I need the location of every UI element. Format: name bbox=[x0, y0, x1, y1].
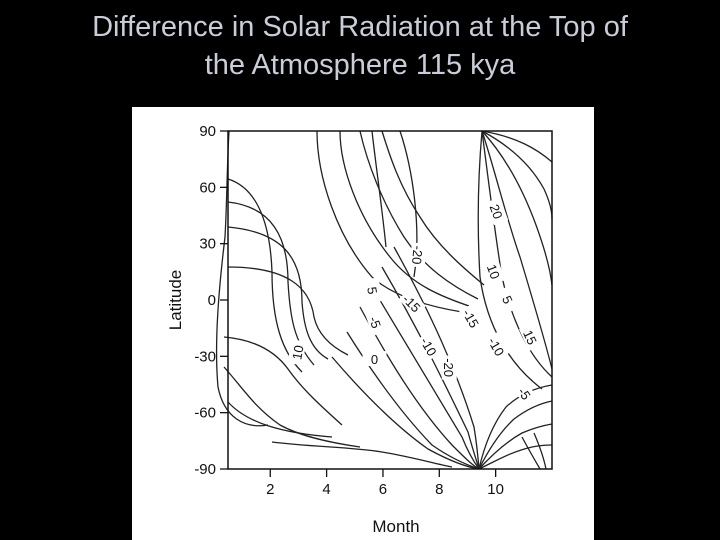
contour-line bbox=[215, 130, 269, 427]
contour-line bbox=[223, 366, 361, 448]
slide-title-line-1: Difference in Solar Radiation at the Top… bbox=[92, 11, 628, 43]
x-tick-label: 6 bbox=[379, 481, 387, 498]
contour-label: -20 bbox=[409, 245, 426, 265]
contour-line bbox=[227, 178, 303, 373]
contour-line bbox=[478, 400, 553, 470]
contour-line bbox=[481, 130, 553, 163]
contour-line bbox=[371, 130, 387, 248]
y-axis-title: Latitude bbox=[166, 270, 185, 331]
contour-label: 10 bbox=[289, 344, 306, 361]
contour-label-group: 5 bbox=[363, 277, 383, 304]
contour-label: 10 bbox=[484, 262, 503, 281]
contour-label-group: -5 bbox=[512, 378, 539, 408]
contour-label-group: -20 bbox=[409, 242, 427, 268]
contour-label: 0 bbox=[371, 352, 378, 367]
contour-label-group: 5 bbox=[496, 285, 521, 314]
y-tick-label: -90 bbox=[194, 461, 216, 478]
contour-line bbox=[359, 130, 479, 300]
contour-label-bg bbox=[484, 332, 510, 361]
contour-lines bbox=[215, 130, 553, 470]
y-tick-label: -30 bbox=[194, 348, 216, 365]
contour-line bbox=[316, 130, 463, 313]
axes: 90 60 30 0 -30 -60 -90 2 4 6 8 10 bbox=[194, 123, 504, 498]
contour-figure: 90 60 30 0 -30 -60 -90 2 4 6 8 10 20 -20 10 5 5 -15 -15 15… bbox=[132, 107, 594, 540]
contour-label-bg bbox=[398, 288, 426, 317]
contour-label-bg bbox=[512, 378, 539, 408]
contour-label-bg bbox=[441, 355, 457, 380]
contour-line bbox=[481, 130, 553, 220]
y-tick-label: -60 bbox=[194, 405, 216, 422]
contour-label: 20 bbox=[487, 202, 506, 221]
contour-label-group: -5 bbox=[364, 308, 388, 336]
contour-label: -20 bbox=[441, 358, 456, 377]
contour-label-group: -15 bbox=[398, 288, 426, 317]
x-tick-label: 2 bbox=[266, 481, 274, 498]
contour-line bbox=[481, 130, 553, 286]
x-tick-label: 4 bbox=[322, 481, 330, 498]
contour-line bbox=[481, 130, 553, 370]
contour-label-bg bbox=[518, 322, 543, 351]
x-axis-title: Month bbox=[372, 517, 419, 536]
contour-line bbox=[331, 356, 480, 470]
contour-line bbox=[381, 266, 480, 470]
y-tick-label: 30 bbox=[199, 236, 216, 253]
contour-label-bg bbox=[287, 339, 307, 366]
contour-line bbox=[227, 226, 329, 360]
contour-line bbox=[271, 441, 453, 468]
contour-label-group: 10 bbox=[287, 339, 307, 366]
contour-label-bg bbox=[485, 197, 509, 226]
contour-label-group: -10 bbox=[484, 332, 510, 361]
contour-line bbox=[478, 444, 553, 470]
contour-line bbox=[227, 401, 333, 438]
contour-line bbox=[478, 423, 553, 470]
contour-line bbox=[223, 336, 343, 426]
slide-title: Difference in Solar Radiation at the Top… bbox=[0, 8, 720, 84]
contour-label-group: 10 bbox=[483, 257, 506, 286]
contour-label-bg bbox=[363, 277, 383, 304]
contour-label-bg bbox=[362, 351, 387, 367]
contour-line bbox=[533, 432, 547, 470]
contour-line bbox=[381, 130, 485, 286]
contour-label-group: 15 bbox=[518, 322, 543, 351]
contour-chart: 90 60 30 0 -30 -60 -90 2 4 6 8 10 20 -20 10 5 5 -15 -15 15… bbox=[166, 123, 553, 536]
slide-title-line-2: the Atmosphere 115 kya bbox=[204, 49, 516, 81]
contour-label-bg bbox=[364, 308, 388, 336]
contour-label: 15 bbox=[520, 328, 540, 347]
x-tick-label: 8 bbox=[435, 481, 443, 498]
contour-label-group: -20 bbox=[441, 355, 457, 380]
y-tick-label: 90 bbox=[199, 123, 216, 140]
contour-line bbox=[478, 384, 553, 470]
contour-label-group: -15 bbox=[459, 303, 485, 333]
contour-line bbox=[359, 306, 480, 470]
y-tick-label: 0 bbox=[208, 292, 216, 309]
contour-label: 5 bbox=[364, 286, 380, 296]
contour-label-bg bbox=[409, 242, 427, 268]
contour-line bbox=[339, 130, 473, 308]
contour-line bbox=[227, 266, 349, 356]
contour-line bbox=[371, 286, 480, 470]
contour-label-bg bbox=[496, 285, 521, 314]
x-tick-label: 10 bbox=[487, 481, 504, 498]
contour-line bbox=[393, 246, 480, 470]
y-tick-label: 60 bbox=[199, 179, 216, 196]
contour-label-bg bbox=[483, 257, 506, 286]
contour-line bbox=[477, 130, 543, 390]
contour-label-bg bbox=[459, 303, 485, 333]
contour-label-bg bbox=[416, 332, 442, 361]
contour-label-group: 20 bbox=[485, 197, 509, 226]
contour-label-group: 0 bbox=[362, 351, 387, 367]
contour-line bbox=[521, 436, 541, 470]
contour-label: -5 bbox=[366, 314, 384, 330]
